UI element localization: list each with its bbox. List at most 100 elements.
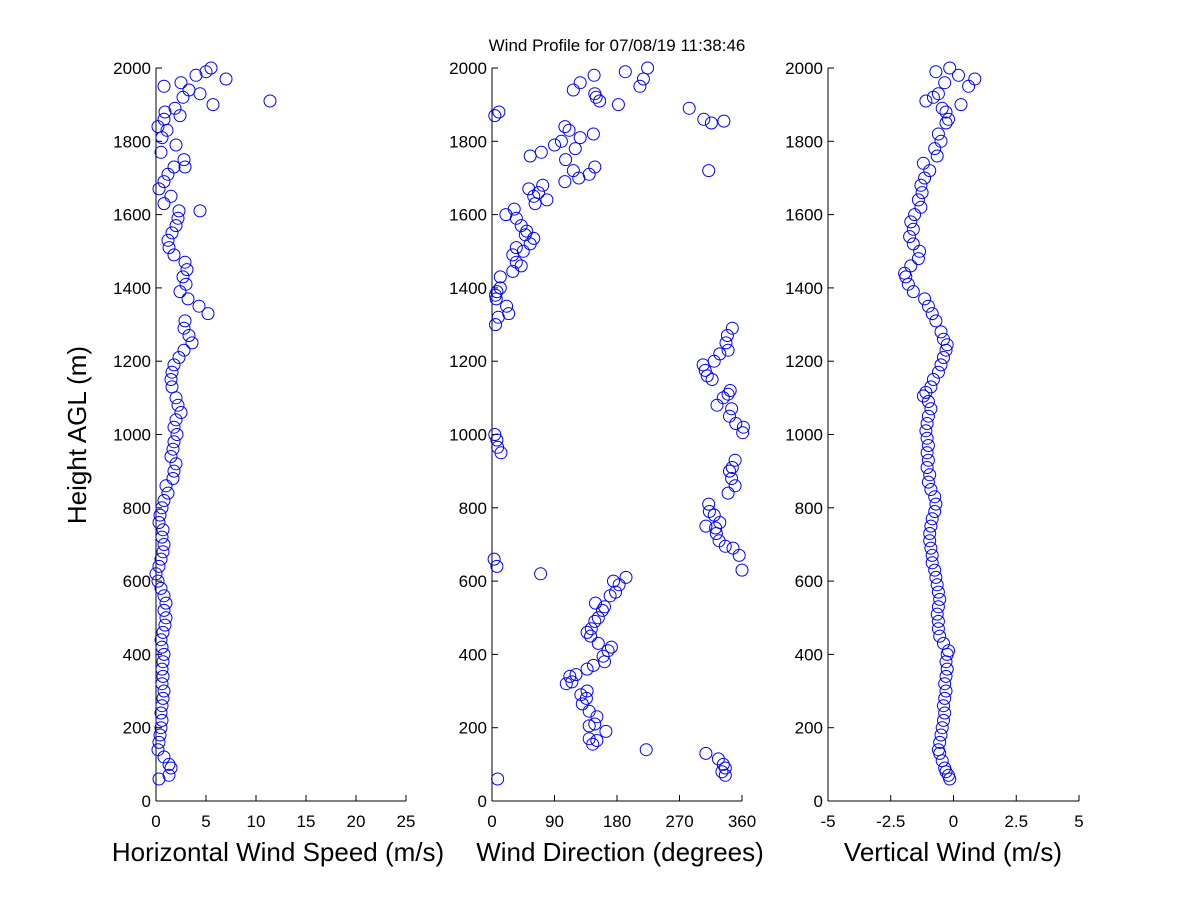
data-point	[719, 336, 733, 350]
x-tick-label: 0	[949, 812, 958, 831]
y-tick-label: 200	[459, 719, 487, 738]
data-point	[158, 105, 172, 119]
data-point	[942, 768, 955, 782]
data-point	[906, 285, 920, 299]
data-point	[911, 252, 925, 266]
data-point	[165, 365, 179, 379]
data-point	[923, 468, 937, 482]
data-point	[169, 391, 183, 405]
data-point	[921, 453, 935, 467]
data-point	[152, 516, 166, 529]
data-point	[931, 622, 945, 636]
data-point	[717, 114, 731, 128]
data-point	[700, 369, 714, 383]
data-point	[928, 142, 942, 156]
data-point	[920, 446, 934, 460]
x-tick-label: 5	[201, 812, 210, 831]
data-point	[156, 625, 170, 639]
data-point	[723, 409, 736, 423]
data-point	[155, 713, 169, 727]
data-point	[728, 479, 742, 493]
data-point	[548, 138, 561, 152]
data-point	[586, 127, 600, 141]
data-point	[937, 713, 950, 727]
data-point	[169, 219, 183, 233]
data-point	[491, 440, 505, 454]
data-point	[155, 640, 169, 654]
y-tick-label: 800	[123, 499, 151, 518]
data-point	[159, 611, 173, 625]
x-tick-label: -2.5	[876, 812, 905, 831]
data-point	[157, 175, 171, 189]
data-point	[931, 743, 945, 757]
data-point	[639, 743, 653, 757]
y-tick-label: 1000	[449, 426, 487, 445]
data-point	[929, 65, 943, 79]
data-point	[933, 592, 947, 606]
data-point	[595, 603, 609, 617]
data-point	[934, 728, 948, 742]
data-point	[942, 112, 955, 126]
data-point	[574, 688, 588, 702]
data-point	[702, 164, 716, 178]
data-point	[702, 505, 716, 518]
data-point	[721, 486, 735, 500]
data-point	[157, 589, 171, 603]
data-point	[532, 186, 545, 200]
data-point	[180, 263, 194, 277]
data-point	[584, 622, 598, 636]
data-point	[152, 772, 166, 786]
data-point	[176, 90, 190, 104]
data-point	[599, 724, 613, 738]
data-point	[929, 497, 943, 511]
data-point	[921, 409, 935, 423]
data-point	[167, 420, 181, 434]
data-point	[492, 105, 506, 119]
data-point	[935, 721, 949, 735]
data-point	[165, 380, 179, 394]
data-point	[906, 237, 920, 251]
data-point	[527, 189, 541, 203]
data-point	[584, 629, 598, 643]
data-point	[619, 570, 633, 584]
x-axis-label: Horizontal Wind Speed (m/s)	[112, 837, 444, 867]
data-point	[554, 134, 568, 148]
data-point	[732, 548, 746, 562]
data-point	[921, 299, 935, 313]
data-point	[540, 193, 554, 207]
data-point	[924, 402, 938, 416]
data-point	[170, 428, 184, 441]
data-point	[913, 244, 927, 258]
data-point	[928, 490, 942, 504]
data-point	[938, 706, 952, 720]
data-point	[580, 625, 594, 639]
data-point	[155, 530, 169, 544]
wind-direction-panel: 0 200 400 600 800 1000 1200 1400 1600 1800 2000 0 90…	[449, 59, 764, 867]
data-point	[918, 171, 932, 185]
data-point	[925, 548, 939, 562]
data-point	[534, 567, 548, 581]
data-point	[155, 662, 169, 676]
data-point	[166, 472, 180, 485]
data-point	[931, 365, 945, 379]
data-point	[573, 76, 587, 90]
y-tick-label: 1400	[113, 279, 151, 298]
data-point	[157, 197, 171, 211]
y-tick-label: 400	[459, 645, 487, 664]
figure-title: Wind Profile for 07/08/19 11:38:46	[489, 36, 746, 55]
data-point	[151, 743, 165, 757]
data-point	[152, 182, 166, 196]
data-point	[924, 519, 938, 533]
data-point	[157, 603, 171, 617]
data-point	[155, 501, 169, 515]
data-point	[718, 768, 732, 782]
data-point	[916, 156, 930, 170]
data-point	[523, 149, 537, 163]
y-tick-label: 0	[478, 792, 487, 811]
data-point	[590, 734, 604, 747]
data-point	[169, 138, 183, 152]
data-point	[580, 662, 594, 676]
data-point	[725, 402, 739, 416]
data-point	[904, 215, 918, 229]
data-point	[164, 450, 178, 463]
